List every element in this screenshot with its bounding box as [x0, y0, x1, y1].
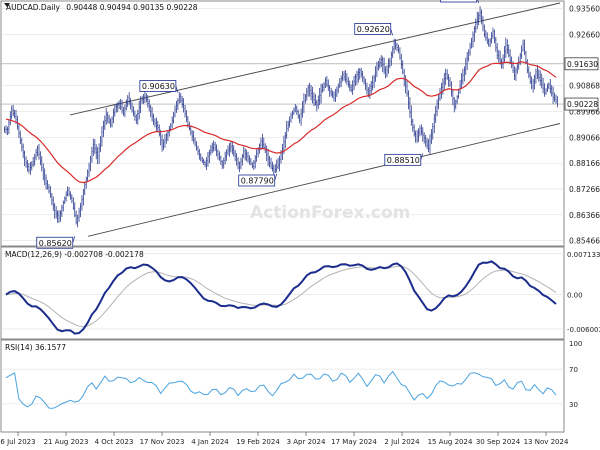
macd-panel: MACD(12,26,9) -0.002708 -0.002178 0.0071…	[0, 246, 600, 340]
annotation-label: 0.88510	[387, 156, 420, 165]
level-label-box	[564, 57, 599, 71]
annotation-box	[440, 0, 478, 3]
x-tick-label: 13 Nov 2024	[524, 438, 569, 446]
annotation-label: 0.90630	[142, 82, 175, 91]
macd-tick-label: 0.00	[567, 292, 583, 300]
channel-lower-line	[87, 123, 561, 237]
macd-tick-label: -0.006003	[567, 326, 600, 334]
annotation-label: 0.87790	[241, 176, 274, 185]
annotation-leader	[477, 0, 479, 4]
price-tick-label: 0.89066	[569, 133, 600, 142]
collapse-arrow-icon[interactable]	[4, 3, 10, 7]
annotation-box	[354, 23, 392, 35]
rsi-y-axis: 100 70 30	[569, 340, 582, 409]
price-panel: ActionForex.com 0.85620 0.90630 0.87790 0.9…	[0, 0, 600, 249]
x-tick-label: 3 Apr 2024	[287, 438, 326, 446]
macd-y-axis: 0.007133 0.00 -0.006003	[567, 251, 600, 334]
macd-tick-label: 0.007133	[567, 251, 600, 259]
annotation-label: 0.92620	[357, 25, 390, 34]
rsi-tick-label: 70	[569, 366, 578, 374]
rsi-tick-label: 30	[569, 401, 578, 409]
price-bars	[4, 6, 558, 228]
x-tick-label: 4 Jan 2024	[191, 438, 229, 446]
x-tick-label: 15 Aug 2024	[428, 438, 473, 446]
x-tick-label: 17 Nov 2023	[140, 438, 185, 446]
x-tick-label: 6 Jul 2023	[0, 438, 35, 446]
x-tick-label: 17 May 2024	[331, 438, 377, 446]
symbol-label: AUDCAD.Daily	[6, 3, 60, 12]
price-tick-label: 0.92660	[569, 30, 600, 39]
rsi-tick-label: 100	[569, 340, 582, 348]
x-tick-label: 2 Jul 2024	[384, 438, 420, 446]
x-tick-label: 19 Feb 2024	[236, 438, 280, 446]
price-annotations: 0.85620 0.90630 0.87790 0.92620 0.88510 0.937…	[36, 0, 479, 249]
price-panel-frame	[0, 0, 565, 247]
annotation-box	[238, 174, 276, 187]
x-tick-label: 4 Oct 2023	[95, 438, 134, 446]
price-tick-label: 0.88166	[569, 159, 600, 168]
price-tick-label: 0.93560	[569, 4, 600, 13]
annotation-label: 0.85620	[39, 239, 72, 248]
price-tick-label: 0.89966	[569, 108, 600, 117]
macd-panel-frame	[0, 246, 565, 340]
macd-line	[5, 260, 557, 335]
macd-label: MACD(12,26,9) -0.002708 -0.002178	[5, 250, 144, 259]
rsi-label: RSI(14) 36.1577	[5, 343, 66, 352]
rsi-panel-frame	[0, 339, 565, 433]
x-tick-label: 30 Sep 2024	[476, 438, 521, 446]
symbol-title: AUDCAD.Daily 0.90448 0.90494 0.90135 0.9…	[6, 3, 198, 12]
level-label-box	[564, 97, 599, 111]
level-label: 0.90228	[567, 100, 598, 109]
rsi-gridlines	[1, 368, 564, 405]
rsi-line	[5, 370, 557, 409]
level-lines	[1, 63, 564, 105]
macd-gridlines	[1, 253, 564, 330]
rsi-panel: RSI(14) 36.1577 100 70 30	[0, 339, 582, 433]
price-gridlines	[1, 8, 564, 241]
annotation-label: 0.93750	[443, 0, 476, 2]
annotation-box	[384, 153, 422, 166]
trend-channel	[69, 2, 561, 237]
price-tick-label: 0.87266	[569, 185, 600, 194]
price-tick-label: 0.90868	[569, 82, 600, 91]
ohlc-values: 0.90448 0.90494 0.90135 0.90228	[66, 3, 197, 12]
moving-average-line	[5, 61, 557, 184]
x-tick-label: 21 Aug 2023	[44, 438, 89, 446]
annotation-box	[36, 236, 74, 249]
chart-header: AUDCAD.Daily 0.90448 0.90494 0.90135 0.9…	[4, 3, 198, 12]
price-tick-label: 0.85466	[569, 237, 600, 246]
watermark: ActionForex.com	[250, 203, 410, 223]
level-label: 0.91630	[567, 60, 598, 69]
price-y-axis: 0.93560 0.92660 0.90868 0.89966 0.89066 0.881…	[564, 4, 600, 246]
x-axis: 6 Jul 2023 21 Aug 2023 4 Oct 2023 17 Nov 20…	[0, 432, 569, 446]
annotation-box	[139, 80, 177, 92]
price-tick-label: 0.86366	[569, 211, 600, 220]
